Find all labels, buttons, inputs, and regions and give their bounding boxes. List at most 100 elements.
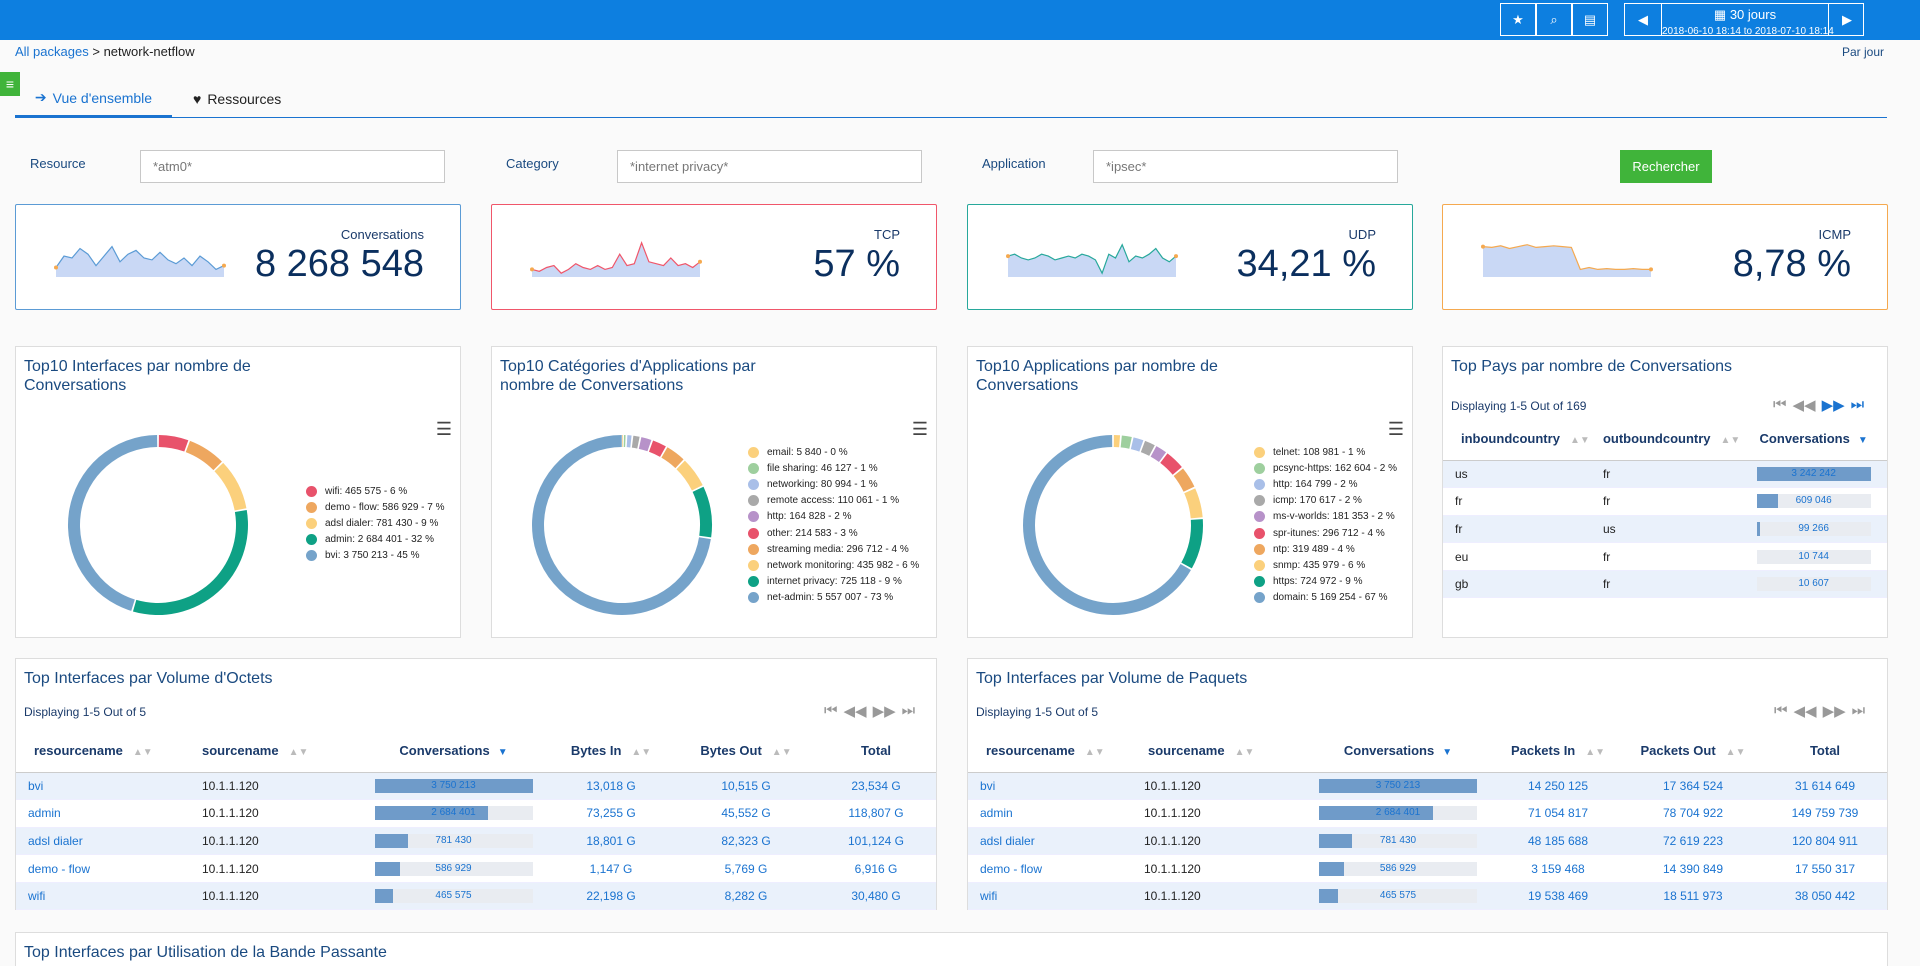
donut-slice[interactable] <box>1150 446 1167 462</box>
legend-item[interactable]: other: 214 583 - 3 % <box>748 525 919 541</box>
search-submit-button[interactable]: Rechercher <box>1620 150 1712 183</box>
cell-resourcename[interactable]: admin <box>968 799 1138 828</box>
donut-slice[interactable] <box>622 435 623 448</box>
next-page-icon[interactable]: ▶▶ <box>872 703 896 720</box>
table-row[interactable]: admin 10.1.1.120 2 684 401 73,255 G 45,5… <box>16 799 936 828</box>
donut-slice[interactable] <box>638 437 652 452</box>
last-page-icon[interactable]: ⏭ <box>1851 702 1866 719</box>
donut-slice[interactable] <box>1120 435 1132 449</box>
table-row[interactable]: demo - flow 10.1.1.120 586 929 3 159 468… <box>968 854 1887 883</box>
last-page-icon[interactable]: ⏭ <box>901 702 916 719</box>
favorite-star-button[interactable]: ★ <box>1500 3 1536 36</box>
column-header-total[interactable]: Total <box>816 730 936 773</box>
table-row[interactable]: demo - flow 10.1.1.120 586 929 1,147 G 5… <box>16 854 936 883</box>
application-input[interactable] <box>1093 150 1398 183</box>
column-header-conversations[interactable]: Conversations ▼ <box>361 730 546 773</box>
legend-item[interactable]: snmp: 435 979 - 6 % <box>1254 557 1397 573</box>
donut-slice[interactable] <box>648 440 666 457</box>
donut-slice[interactable] <box>1184 488 1203 519</box>
donut-slice[interactable] <box>1160 453 1182 475</box>
search-button[interactable]: ⌕ <box>1536 3 1572 36</box>
donut-slice[interactable] <box>1173 468 1195 492</box>
cell-resourcename[interactable]: admin <box>16 799 196 828</box>
donut-slice[interactable] <box>1113 435 1121 448</box>
cell-resourcename[interactable]: adsl dialer <box>968 827 1138 856</box>
cell-resourcename[interactable]: demo - flow <box>16 854 196 883</box>
resource-input[interactable] <box>140 150 445 183</box>
legend-item[interactable]: icmp: 170 617 - 2 % <box>1254 493 1397 509</box>
table-row[interactable]: fr fr 609 046 <box>1443 487 1887 516</box>
column-header-bytes-out[interactable]: Bytes Out ▲▼ <box>676 730 816 773</box>
table-row[interactable]: bvi 10.1.1.120 3 750 213 13,018 G 10,515… <box>16 772 936 801</box>
legend-item[interactable]: bvi: 3 750 213 - 45 % <box>306 548 445 564</box>
tab-ressources[interactable]: ♥ Ressources <box>193 80 281 118</box>
column-header-packets-in[interactable]: Packets In ▲▼ <box>1493 730 1623 773</box>
donut-slice[interactable] <box>676 460 703 491</box>
donut-slice[interactable] <box>1130 437 1144 452</box>
first-page-icon[interactable]: ⏮ <box>1773 396 1787 413</box>
legend-item[interactable]: adsl dialer: 781 430 - 9 % <box>306 515 445 531</box>
donut-slice[interactable] <box>631 435 640 449</box>
table-row[interactable]: gb fr 10 607 <box>1443 570 1887 599</box>
table-row[interactable]: adsl dialer 10.1.1.120 781 430 48 185 68… <box>968 827 1887 856</box>
legend-item[interactable]: http: 164 828 - 2 % <box>748 509 919 525</box>
column-header-conversations[interactable]: Conversations ▼ <box>1303 730 1493 773</box>
first-page-icon[interactable]: ⏮ <box>1774 702 1788 719</box>
table-row[interactable]: us fr 3 242 242 <box>1443 460 1887 489</box>
donut-slice[interactable] <box>626 435 632 448</box>
table-row[interactable]: wifi 10.1.1.120 465 575 22,198 G 8,282 G… <box>16 882 936 911</box>
legend-item[interactable]: net-admin: 5 557 007 - 73 % <box>748 590 919 606</box>
donut-slice[interactable] <box>158 435 189 452</box>
column-header-inbound[interactable]: inboundcountry ▲▼ <box>1443 418 1591 461</box>
next-page-icon[interactable]: ▶▶ <box>1821 397 1845 414</box>
previous-page-icon[interactable]: ◀◀ <box>843 703 867 720</box>
column-header-outbound[interactable]: outboundcountry ▲▼ <box>1590 418 1741 461</box>
legend-item[interactable]: pcsync-https: 162 604 - 2 % <box>1254 460 1397 476</box>
cell-resourcename[interactable]: wifi <box>968 882 1138 911</box>
legend-item[interactable]: wifi: 465 575 - 6 % <box>306 483 445 499</box>
previous-period-button[interactable]: ◀ <box>1625 4 1661 35</box>
table-row[interactable]: bvi 10.1.1.120 3 750 213 14 250 125 17 3… <box>968 772 1887 801</box>
legend-item[interactable]: domain: 5 169 254 - 67 % <box>1254 590 1397 606</box>
table-row[interactable]: adsl dialer 10.1.1.120 781 430 18,801 G … <box>16 827 936 856</box>
category-input[interactable] <box>617 150 922 183</box>
pdf-export-button[interactable]: ▤ <box>1572 3 1608 36</box>
table-row[interactable]: eu fr 10 744 <box>1443 542 1887 571</box>
next-page-icon[interactable]: ▶▶ <box>1822 703 1846 720</box>
legend-item[interactable]: networking: 80 994 - 1 % <box>748 476 919 492</box>
donut-slice[interactable] <box>1140 440 1155 456</box>
donut-slice[interactable] <box>692 486 713 538</box>
legend-item[interactable]: telnet: 108 981 - 1 % <box>1254 444 1397 460</box>
cell-resourcename[interactable]: adsl dialer <box>16 827 196 856</box>
cell-resourcename[interactable]: wifi <box>16 882 196 911</box>
column-header-packets-out[interactable]: Packets Out ▲▼ <box>1623 730 1763 773</box>
period-display[interactable]: ▦ 30 jours 2018-06-10 18:14 to 2018-07-1… <box>1661 4 1834 37</box>
table-row[interactable]: fr us 99 266 <box>1443 515 1887 544</box>
cell-resourcename[interactable]: bvi <box>16 772 196 801</box>
table-row[interactable]: admin 10.1.1.120 2 684 401 71 054 817 78… <box>968 799 1887 828</box>
donut-slice[interactable] <box>132 510 248 615</box>
column-header-resourcename[interactable]: resourcename ▲▼ <box>16 730 196 773</box>
column-header-sourcename[interactable]: sourcename ▲▼ <box>1138 730 1303 773</box>
legend-item[interactable]: https: 724 972 - 9 % <box>1254 574 1397 590</box>
legend-item[interactable]: streaming media: 296 712 - 4 % <box>748 541 919 557</box>
per-day-label[interactable]: Par jour <box>1842 45 1885 59</box>
legend-item[interactable]: remote access: 110 061 - 1 % <box>748 493 919 509</box>
legend-item[interactable]: email: 5 840 - 0 % <box>748 444 919 460</box>
legend-item[interactable]: file sharing: 46 127 - 1 % <box>748 460 919 476</box>
column-header-total[interactable]: Total <box>1763 730 1887 773</box>
donut-slice[interactable] <box>1181 519 1204 569</box>
last-page-icon[interactable]: ⏭ <box>1850 396 1865 413</box>
column-header-conversations[interactable]: Conversations ▼ <box>1740 418 1887 461</box>
legend-item[interactable]: demo - flow: 586 929 - 7 % <box>306 499 445 515</box>
legend-item[interactable]: network monitoring: 435 982 - 6 % <box>748 557 919 573</box>
column-header-resourcename[interactable]: resourcename ▲▼ <box>968 730 1138 773</box>
legend-item[interactable]: ms-v-worlds: 181 353 - 2 % <box>1254 509 1397 525</box>
tab-vue-ensemble[interactable]: ➔ Vue d'ensemble <box>15 80 172 118</box>
cell-resourcename[interactable]: demo - flow <box>968 854 1138 883</box>
previous-page-icon[interactable]: ◀◀ <box>1793 703 1817 720</box>
legend-item[interactable]: http: 164 799 - 2 % <box>1254 476 1397 492</box>
legend-item[interactable]: ntp: 319 489 - 4 % <box>1254 541 1397 557</box>
donut-slice[interactable] <box>661 447 684 469</box>
first-page-icon[interactable]: ⏮ <box>824 702 838 719</box>
